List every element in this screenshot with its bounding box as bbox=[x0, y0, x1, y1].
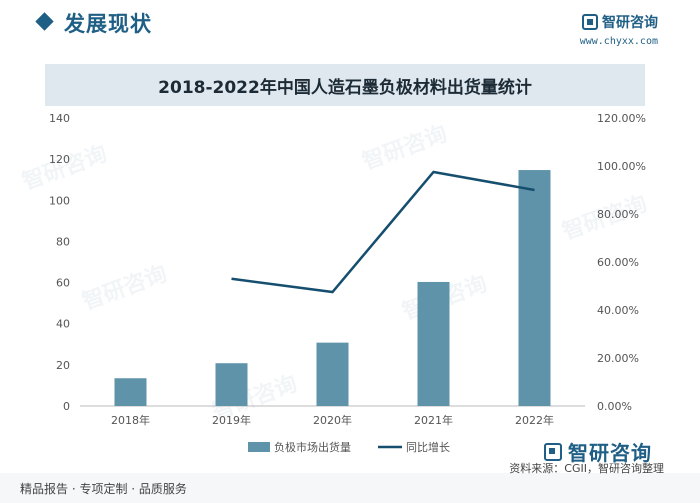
y2-tick-label: 20.00% bbox=[597, 352, 639, 365]
brand-logo: 智研咨询 bbox=[582, 12, 658, 32]
y2-tick-label: 80.00% bbox=[597, 208, 639, 221]
x-tick-label: 2021年 bbox=[414, 413, 453, 427]
footer-logo-text: 智研咨询 bbox=[568, 441, 652, 465]
footer-logo: 智研咨询 bbox=[544, 437, 652, 466]
bar bbox=[114, 378, 147, 406]
y-tick-label: 100 bbox=[49, 194, 70, 207]
y-tick-label: 140 bbox=[49, 112, 70, 125]
chart: 0 20 40 60 80 100 120 140 0.00% 20.00% 40.00% 60.00… bbox=[49, 112, 646, 454]
site-url: www.chyxx.com bbox=[579, 36, 658, 47]
footer: 精品报告 · 专项定制 · 品质服务 智研咨询 资料来源：CGII，智研咨询整理 bbox=[0, 441, 700, 503]
bar bbox=[417, 281, 450, 406]
y2-tick-label: 120.00% bbox=[597, 112, 646, 125]
logo-icon bbox=[544, 442, 562, 461]
legend-swatch-bar bbox=[248, 442, 270, 452]
y2-tick-label: 40.00% bbox=[597, 304, 639, 317]
y-tick-label: 40 bbox=[56, 318, 70, 331]
y2-tick-label: 100.00% bbox=[597, 160, 646, 173]
y-tick-label: 80 bbox=[56, 235, 70, 248]
data-source: 资料来源：CGII，智研咨询整理 bbox=[509, 462, 664, 475]
page-header: 发展现状 智研咨询 www.chyxx.com bbox=[0, 0, 700, 50]
logo-text: 智研咨询 bbox=[602, 15, 658, 31]
chart-title: 2018-2022年中国人造石墨负极材料出货量统计 bbox=[158, 77, 532, 98]
x-tick-label: 2020年 bbox=[313, 413, 352, 427]
x-tick-label: 2019年 bbox=[212, 413, 251, 427]
y-tick-label: 60 bbox=[56, 277, 70, 290]
footer-slogan: 精品报告 · 专项定制 · 品质服务 bbox=[20, 482, 187, 496]
section-title: 发展现状 bbox=[64, 12, 152, 36]
bar bbox=[518, 170, 551, 406]
x-tick-label: 2018年 bbox=[111, 413, 150, 427]
bar bbox=[215, 363, 248, 406]
chart-title-bar: 2018-2022年中国人造石墨负极材料出货量统计 bbox=[45, 64, 645, 106]
bar bbox=[316, 342, 349, 406]
logo-icon bbox=[582, 14, 598, 30]
y2-tick-label: 0.00% bbox=[597, 400, 632, 413]
y2-tick-label: 60.00% bbox=[597, 256, 639, 269]
legend-label: 负极市场出货量 bbox=[274, 440, 351, 454]
y-tick-label: 0 bbox=[63, 400, 70, 413]
growth-line bbox=[231, 170, 535, 294]
y-tick-label: 20 bbox=[56, 359, 70, 372]
x-tick-label: 2022年 bbox=[515, 413, 554, 427]
legend-label: 同比增长 bbox=[406, 440, 450, 454]
y-tick-label: 120 bbox=[49, 153, 70, 166]
